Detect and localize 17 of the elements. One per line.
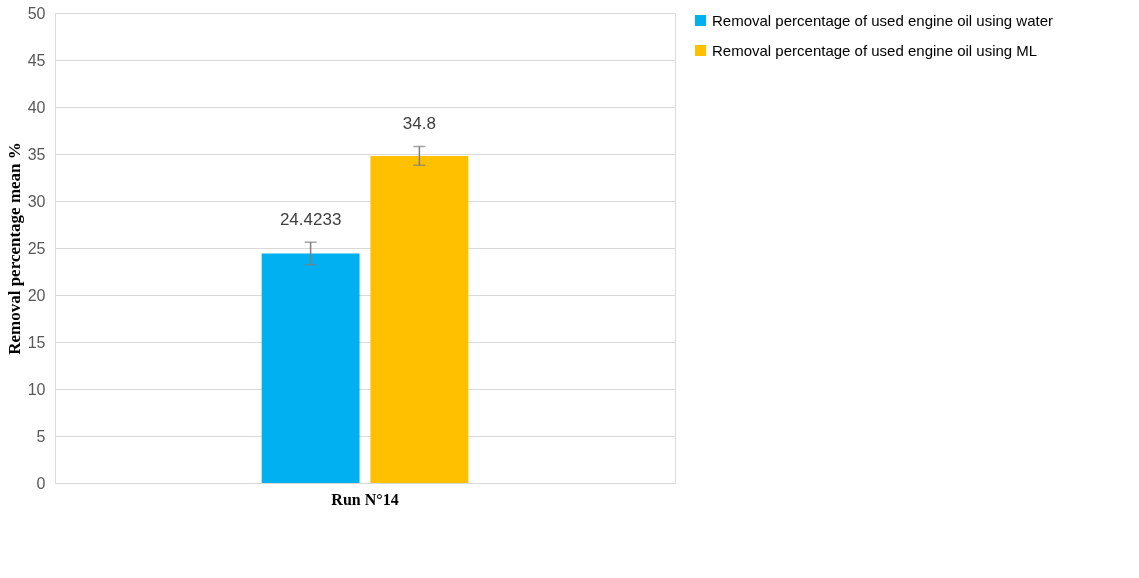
- legend-label: Removal percentage of used engine oil using water: [712, 11, 1054, 29]
- y-tick-label: 30: [27, 192, 46, 210]
- y-tick-label: 15: [27, 333, 46, 351]
- data-label: 34.8: [402, 114, 436, 134]
- y-tick-label: 0: [36, 474, 46, 492]
- y-tick-label: 25: [27, 239, 46, 257]
- y-tick-label: 50: [27, 4, 46, 22]
- data-label: 24.4233: [279, 210, 342, 230]
- y-tick-label: 5: [36, 427, 46, 445]
- y-tick-label: 35: [27, 145, 46, 163]
- legend-label: Removal percentage of used engine oil using ML: [712, 41, 1038, 59]
- y-tick-label: 45: [27, 51, 46, 69]
- y-tick-label: 40: [27, 98, 46, 116]
- y-tick-label: 10: [27, 380, 46, 398]
- y-axis-title: Removal percentage mean %: [4, 142, 24, 355]
- y-tick-label: 20: [27, 286, 46, 304]
- x-tick-label: Run N°14: [331, 490, 399, 508]
